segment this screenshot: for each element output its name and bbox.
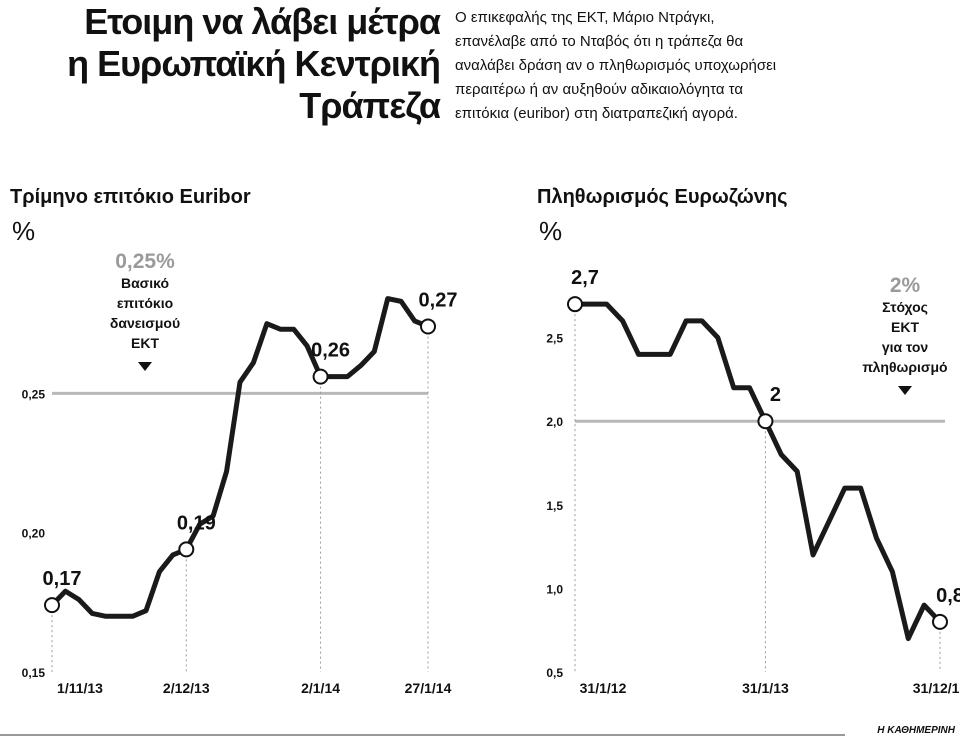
point-marker: [567, 296, 583, 313]
title-line: η Ευρωπαϊκή Κεντρική: [67, 43, 440, 84]
chart-title: Πληθωρισμός Ευρωζώνης: [537, 186, 787, 208]
y-tick-label: 2,0: [546, 415, 563, 429]
x-tick-label: 31/1/13: [742, 680, 789, 696]
point-marker: [44, 597, 60, 614]
x-tick-label: 31/1/12: [580, 680, 627, 696]
intro-line: Ο επικεφαλής της ΕΚΤ, Μάριο Ντράγκι,: [455, 9, 715, 26]
point-marker: [420, 318, 436, 335]
value-label: 0,26: [311, 340, 350, 362]
x-tick-label: 2/1/14: [301, 680, 340, 696]
reference-label: 2%: [890, 274, 921, 297]
reference-arrow: [138, 362, 152, 371]
reference-note: ΕΚΤ: [131, 335, 159, 351]
y-tick-label: 1,0: [546, 582, 563, 596]
y-tick-label: 0,20: [22, 527, 46, 541]
reference-arrow: [898, 386, 912, 395]
reference-note: Βασικό: [121, 275, 169, 291]
y-tick-label: 1,5: [546, 499, 563, 513]
reference-note: επιτόκιο: [117, 295, 173, 311]
intro-line: επιτόκια (euribor) στη διατραπεζική αγορ…: [455, 105, 738, 122]
x-tick-label: 1/11/13: [57, 680, 103, 696]
title-line: Ετοιμη να λάβει μέτρα: [84, 1, 441, 42]
y-tick-label: 0,5: [546, 666, 563, 680]
value-label: 2,7: [571, 267, 599, 289]
value-label: 0,27: [419, 289, 458, 311]
y-tick-label: 0,25: [22, 387, 46, 401]
reference-note: Στόχος: [882, 299, 928, 315]
intro-line: περαιτέρω ή αν αυξηθούν αδικαιολόγητα τα: [455, 81, 743, 98]
reference-label: 0,25%: [115, 250, 175, 273]
title-line: Τράπεζα: [299, 85, 441, 126]
y-axis-label: %: [539, 216, 562, 246]
intro-line: επανέλαβε από το Νταβός ότι η τράπεζα θα: [455, 33, 743, 50]
value-label: 2: [770, 384, 781, 406]
point-marker: [932, 613, 948, 630]
value-label: 0,19: [177, 512, 216, 534]
y-tick-label: 0,15: [22, 666, 46, 680]
y-axis-label: %: [12, 216, 35, 246]
value-label: 0,8: [936, 585, 960, 607]
reference-note: δανεισμού: [110, 315, 180, 331]
reference-note: πληθωρισμό: [862, 359, 947, 375]
credit: Η ΚΑΘΗΜΕΡΙΝΗ: [877, 725, 956, 736]
chart-title: Τρίμηνο επιτόκιο Euribor: [10, 186, 251, 208]
value-label: 0,17: [43, 568, 82, 590]
data-line: [50, 296, 429, 619]
reference-note: για τον: [882, 339, 929, 355]
point-marker: [178, 541, 195, 558]
intro-line: αναλάβει δράση αν ο πληθωρισμός υποχωρήσ…: [455, 57, 776, 74]
x-tick-label: 2/12/13: [163, 680, 210, 696]
y-tick-label: 2,5: [546, 332, 563, 346]
reference-note: ΕΚΤ: [891, 319, 919, 335]
point-marker: [312, 368, 329, 385]
data-line: [575, 301, 942, 642]
x-tick-label: 31/12/13: [913, 680, 960, 696]
x-tick-label: 27/1/14: [405, 680, 452, 696]
point-marker: [757, 413, 774, 430]
